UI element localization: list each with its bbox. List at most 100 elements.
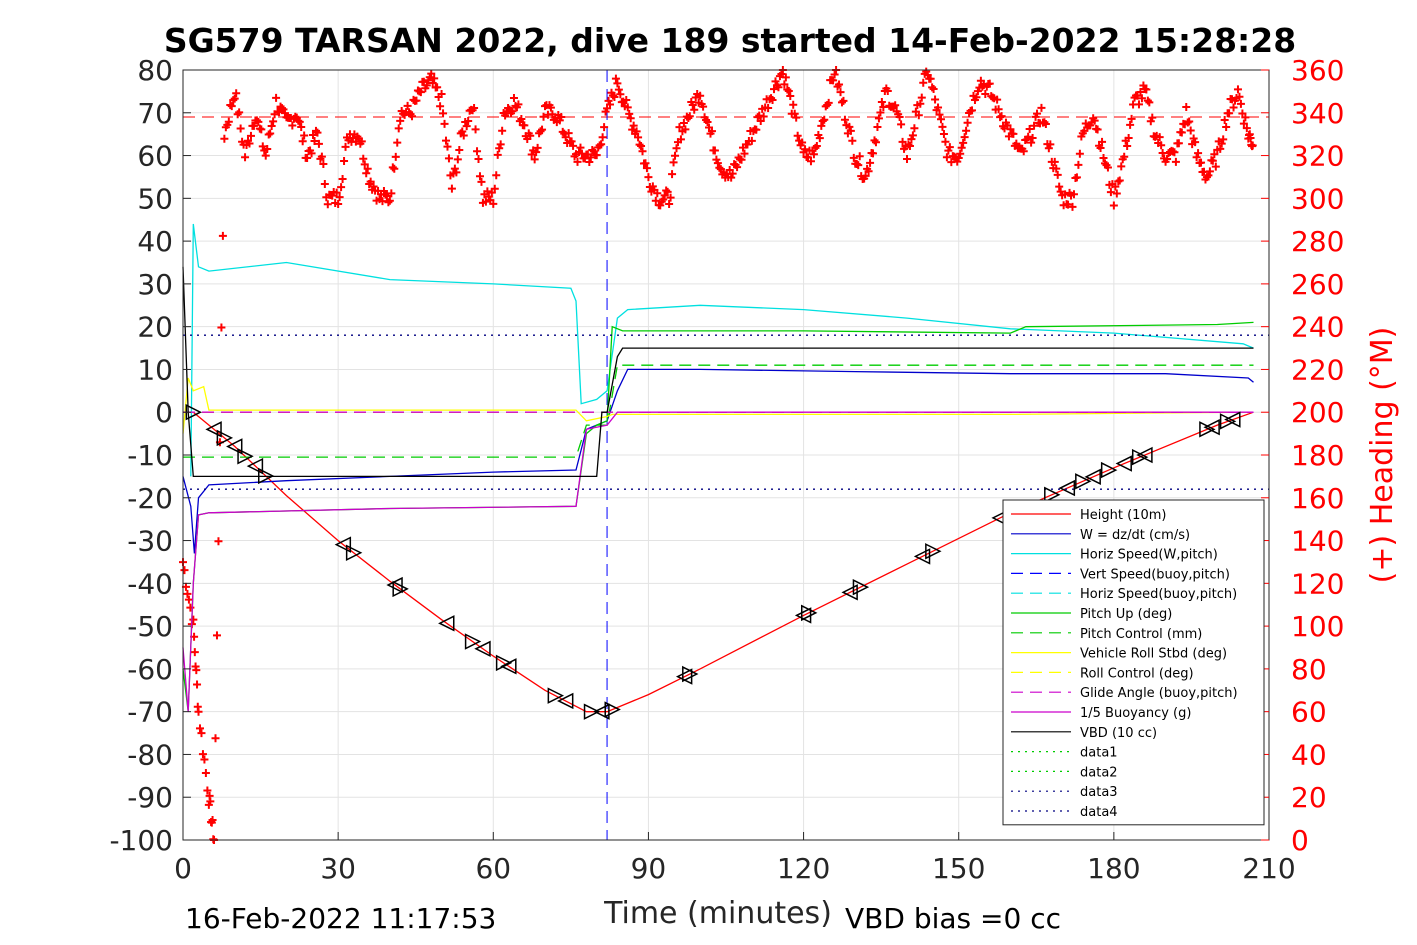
heading-point — [600, 123, 609, 132]
heading-point — [994, 105, 1003, 114]
heading-point — [530, 155, 539, 164]
heading-point — [319, 160, 328, 169]
heading-point — [477, 177, 486, 186]
heading-point — [1235, 92, 1244, 101]
y-tick-label: 0 — [155, 396, 173, 429]
heading-point — [1006, 125, 1015, 134]
heading-point — [1186, 126, 1195, 135]
heading-point — [338, 175, 347, 184]
heading-point — [623, 103, 632, 112]
heading-point — [267, 122, 276, 131]
heading-point — [960, 133, 969, 142]
heading-point — [390, 164, 399, 173]
heading-point — [258, 142, 267, 151]
heading-point — [252, 116, 261, 125]
heading-point — [335, 193, 344, 202]
heading-point — [699, 102, 708, 111]
legend-entry: Horiz Speed(W,pitch) — [1080, 548, 1218, 563]
series-line-7 — [182, 377, 1254, 434]
depth-marker — [1084, 468, 1101, 486]
heading-point — [475, 172, 484, 181]
heading-point — [436, 102, 445, 111]
heading-point — [520, 121, 529, 130]
heading-point — [496, 140, 505, 149]
heading-point — [381, 190, 390, 199]
heading-point — [257, 125, 266, 134]
heading-point — [1205, 167, 1214, 176]
heading-point — [653, 189, 662, 198]
heading-point — [907, 135, 916, 144]
heading-point — [707, 127, 716, 136]
heading-point — [447, 184, 456, 193]
heading-point — [1134, 100, 1143, 109]
depth-marker — [474, 640, 491, 657]
heading-point — [634, 133, 643, 142]
heading-point — [877, 98, 886, 107]
heading-point — [585, 157, 594, 166]
heading-point — [764, 103, 773, 112]
heading-point — [586, 153, 595, 162]
heading-point — [876, 108, 885, 117]
heading-point — [396, 116, 405, 125]
heading-point — [1248, 141, 1257, 150]
heading-point — [629, 121, 638, 130]
heading-point — [959, 138, 968, 147]
heading-point — [945, 143, 954, 152]
y-tick-label: -40 — [127, 567, 173, 600]
heading-point — [771, 77, 780, 86]
heading-point — [1185, 117, 1194, 126]
heading-point — [232, 89, 241, 98]
heading-point — [183, 589, 192, 598]
heading-point — [208, 815, 217, 824]
depth-marker — [237, 448, 254, 465]
heading-point — [637, 142, 646, 151]
heading-point — [509, 93, 518, 102]
heading-point — [573, 157, 582, 166]
heading-point — [211, 734, 220, 743]
heading-point — [180, 566, 189, 575]
heading-point — [1041, 119, 1050, 128]
heading-point — [914, 111, 923, 120]
x-tick-label: 120 — [777, 852, 830, 885]
depth-marker — [226, 438, 243, 455]
heading-point — [1056, 187, 1065, 196]
heading-point — [452, 168, 461, 177]
heading-point — [307, 149, 316, 158]
heading-point — [567, 137, 576, 146]
heading-point — [1145, 98, 1154, 107]
chart-title: SG579 TARSAN 2022, dive 189 started 14-F… — [164, 21, 1296, 60]
heading-point — [780, 80, 789, 89]
heading-point — [1124, 134, 1133, 143]
heading-point — [298, 137, 307, 146]
heading-point — [786, 92, 795, 101]
heading-point — [871, 138, 880, 147]
heading-point — [458, 127, 467, 136]
depth-marker — [345, 544, 363, 561]
heading-point — [759, 112, 768, 121]
heading-point — [337, 183, 346, 192]
heading-point — [929, 85, 938, 94]
heading-point — [320, 180, 329, 189]
heading-point — [1204, 171, 1213, 180]
heading-point — [212, 631, 221, 640]
heading-point — [936, 115, 945, 124]
heading-point — [903, 155, 911, 164]
y-right-tick-label: 100 — [1291, 610, 1344, 643]
heading-point — [300, 131, 309, 140]
heading-point — [254, 117, 263, 126]
heading-point — [1163, 155, 1172, 164]
heading-point — [514, 100, 523, 109]
heading-point — [830, 70, 839, 79]
heading-point — [1055, 182, 1064, 191]
depth-marker — [1100, 461, 1118, 479]
heading-point — [976, 76, 985, 85]
heading-point — [679, 119, 688, 128]
heading-point — [1211, 162, 1220, 171]
heading-point — [201, 768, 210, 777]
y-right-tick-label: 20 — [1291, 781, 1327, 814]
heading-point — [931, 95, 940, 104]
heading-point — [576, 143, 585, 152]
heading-point — [950, 152, 959, 161]
reference-lines — [183, 70, 1269, 840]
heading-point — [644, 173, 653, 182]
